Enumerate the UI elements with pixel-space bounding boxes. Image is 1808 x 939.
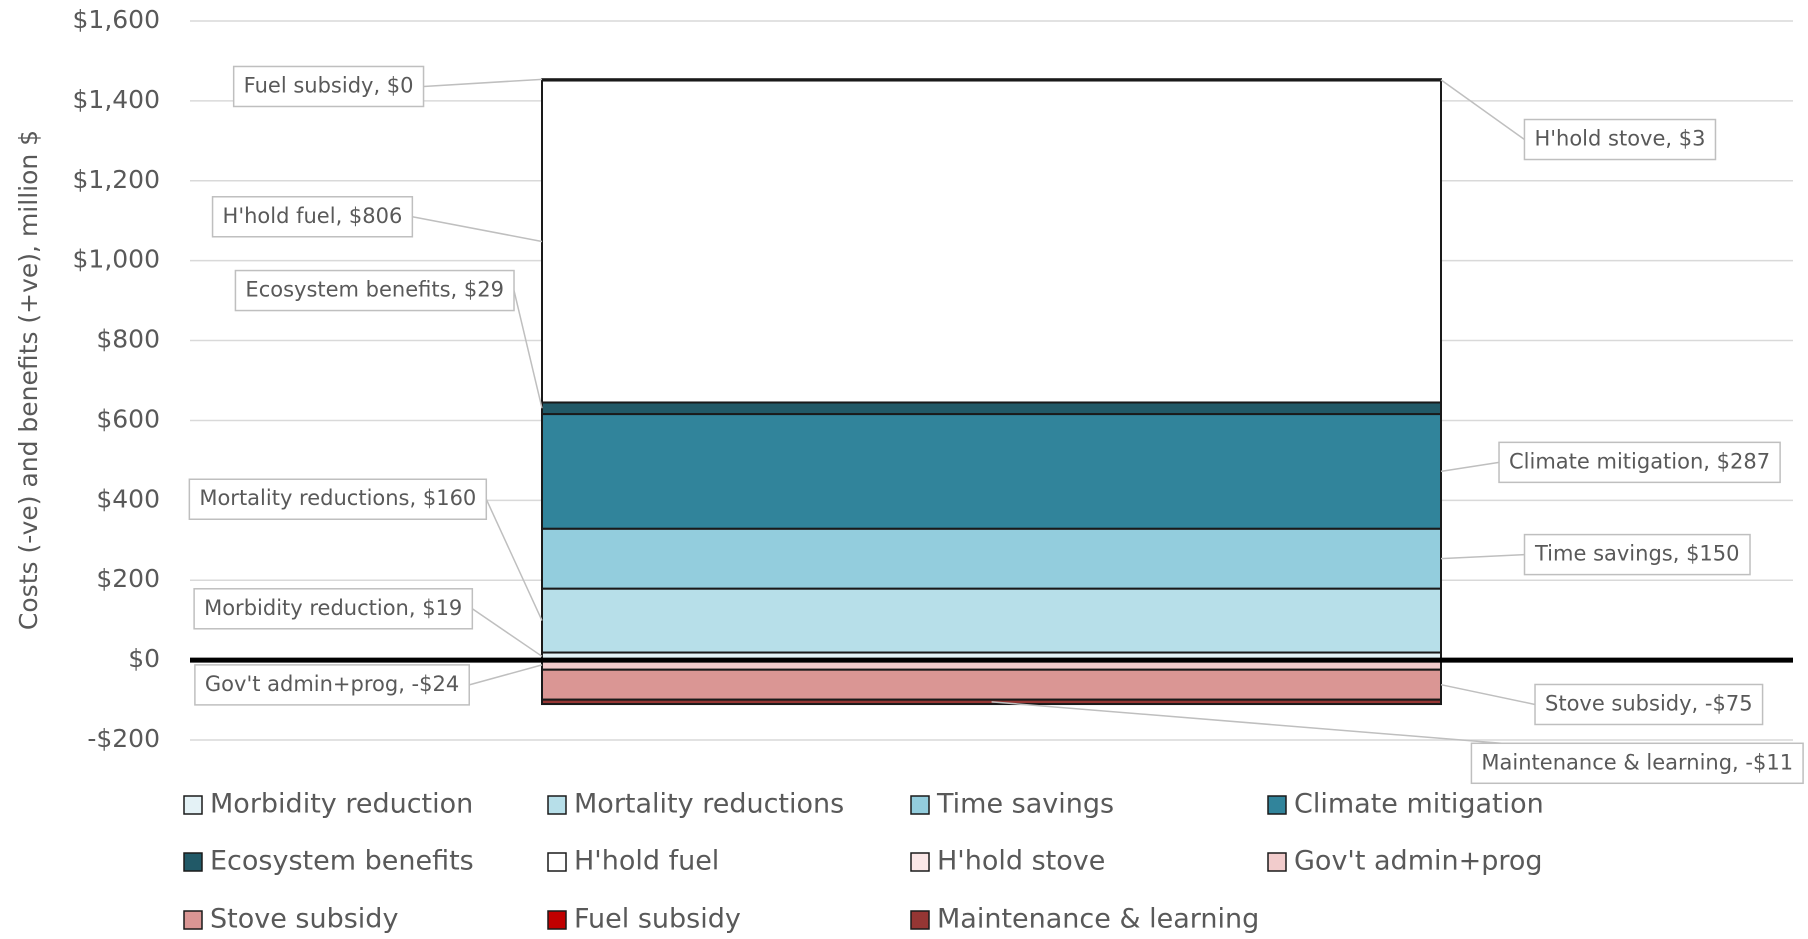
y-tick-label: $1,400 (73, 85, 160, 114)
legend-label: Morbidity reduction (210, 789, 473, 820)
legend-label: Mortality reductions (574, 789, 844, 820)
legend-swatch (910, 910, 930, 930)
bar-segment (541, 79, 1442, 404)
y-tick-label: $1,000 (73, 245, 160, 274)
legend-label: Gov't admin+prog (1294, 846, 1543, 877)
leader-line (485, 498, 543, 621)
legend-label: Maintenance & learning (937, 904, 1259, 935)
legend-label: H'hold fuel (574, 846, 719, 877)
data-label: Ecosystem benefits, $29 (234, 269, 543, 409)
legend-label: H'hold stove (937, 846, 1105, 877)
label-box (232, 65, 425, 108)
label-box (193, 588, 474, 630)
label-box (234, 269, 515, 312)
bar-segment (541, 587, 1442, 654)
data-label-text: H'hold stove, $3 (1534, 127, 1705, 151)
data-label: Time savings, $150 (1440, 533, 1751, 576)
bar-segment (541, 527, 1442, 590)
legend-swatch (183, 910, 203, 930)
label-box (1523, 533, 1751, 576)
y-tick-label: $0 (128, 644, 160, 673)
legend-swatch (910, 852, 930, 872)
legend-label: Climate mitigation (1294, 789, 1544, 820)
label-box (188, 478, 488, 520)
legend-label: Ecosystem benefits (210, 846, 474, 877)
y-tick-label: $1,600 (73, 5, 160, 34)
legend-label: Fuel subsidy (574, 904, 741, 935)
legend-swatch (183, 852, 203, 872)
legend-swatch (1267, 852, 1287, 872)
legend-label: Stove subsidy (210, 904, 398, 935)
label-box (1534, 683, 1764, 726)
data-label: Fuel subsidy, $0 (232, 65, 543, 108)
data-label: Stove subsidy, -$75 (1440, 683, 1764, 726)
leader-line (1440, 79, 1525, 141)
label-box (1523, 118, 1717, 161)
legend-label: Time savings (936, 789, 1114, 820)
label-box (1470, 742, 1804, 785)
data-label: Gov't admin+prog, -$24 (194, 664, 543, 706)
data-label-text: Fuel subsidy, $0 (244, 73, 414, 97)
y-tick-label: $800 (96, 325, 160, 354)
data-label: Morbidity reduction, $19 (193, 588, 543, 657)
data-label-text: Time savings, $150 (1534, 542, 1740, 566)
data-label-text: Maintenance & learning, -$11 (1481, 750, 1793, 774)
y-tick-label: $1,200 (73, 165, 160, 194)
legend-swatch (547, 852, 567, 872)
leader-line (1440, 461, 1500, 473)
data-label: H'hold fuel, $806 (211, 196, 543, 243)
label-box (194, 664, 470, 706)
y-tick-label: $400 (96, 484, 160, 513)
data-label: Mortality reductions, $160 (188, 478, 543, 621)
bar-segment (541, 401, 1442, 416)
y-axis-title: Costs (-ve) and benefits (+ve), million … (14, 130, 43, 630)
leader-line (1440, 683, 1536, 706)
leader-line (423, 78, 543, 88)
y-tick-label: -$200 (87, 724, 160, 753)
legend-swatch (547, 795, 567, 815)
data-label: Maintenance & learning, -$11 (991, 701, 1804, 785)
data-label: Climate mitigation, $287 (1440, 441, 1781, 484)
y-tick-label: $600 (96, 404, 160, 433)
bar-segment (541, 413, 1442, 530)
data-label-text: Gov't admin+prog, -$24 (205, 672, 459, 696)
bar-segment (541, 668, 1442, 701)
legend-swatch (910, 795, 930, 815)
leader-line (1440, 553, 1525, 560)
leader-line (471, 608, 543, 657)
data-label-text: Climate mitigation, $287 (1509, 449, 1770, 473)
leader-line (513, 290, 543, 409)
legend-swatch (1267, 795, 1287, 815)
data-label-text: Mortality reductions, $160 (199, 486, 476, 510)
label-box (1498, 441, 1781, 484)
label-box (211, 196, 414, 238)
legend-swatch (547, 910, 567, 930)
leader-line (991, 701, 1502, 745)
data-label: H'hold stove, $3 (1440, 79, 1717, 161)
data-label-text: Stove subsidy, -$75 (1545, 691, 1753, 715)
data-label-text: Ecosystem benefits, $29 (245, 278, 504, 302)
legend-swatch (183, 795, 203, 815)
data-label-text: H'hold fuel, $806 (223, 204, 403, 228)
y-tick-label: $200 (96, 564, 160, 593)
bar-segment (541, 698, 1442, 706)
data-label-text: Morbidity reduction, $19 (204, 596, 462, 620)
leader-line (469, 664, 543, 686)
leader-line (412, 216, 543, 243)
